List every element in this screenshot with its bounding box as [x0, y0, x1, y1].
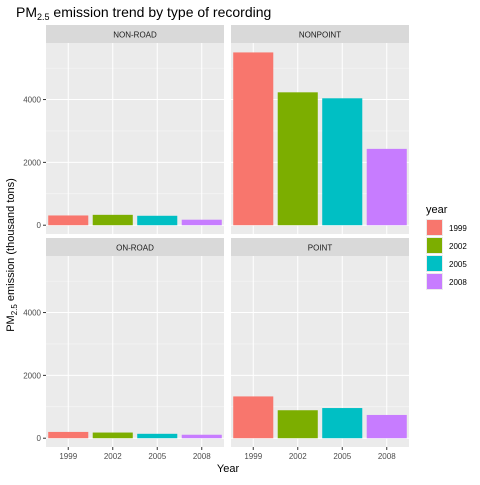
legend-label: 2008 [449, 278, 467, 287]
bar-non-road-2008 [181, 219, 222, 226]
y-tick-label: 4000 [23, 309, 41, 318]
bar-on-road-2005 [137, 433, 178, 439]
chart-title: PM2.5 emission trend by type of recordin… [16, 4, 271, 22]
bar-non-road-2002 [92, 214, 133, 226]
x-tick-label: 2002 [289, 452, 307, 461]
bar-nonpoint-1999 [233, 52, 274, 226]
legend-label: 1999 [449, 224, 467, 233]
y-tick-label: 2000 [23, 371, 41, 380]
facet-panel: NONPOINT [231, 25, 409, 234]
x-tick-label: 2005 [148, 452, 166, 461]
legend-swatch [427, 238, 442, 253]
bar-point-1999 [233, 396, 274, 439]
x-tick-label: 2008 [378, 452, 396, 461]
legend-swatch [427, 220, 442, 235]
facet-strip-label: NON-ROAD [113, 31, 157, 40]
bar-nonpoint-2002 [277, 92, 318, 226]
legend-title: year [426, 204, 448, 216]
facet-strip-label: ON-ROAD [116, 244, 154, 253]
bar-non-road-2005 [137, 215, 178, 226]
panel-background [46, 43, 224, 234]
legend-swatch [427, 274, 442, 289]
legend-swatch [427, 256, 442, 271]
legend-item: 2002 [426, 237, 467, 254]
facet-strip [46, 238, 224, 256]
panel-background [46, 256, 224, 447]
bar-point-2005 [322, 408, 363, 439]
facet-strip-label: NONPOINT [299, 31, 341, 40]
bar-nonpoint-2008 [366, 148, 407, 226]
y-tick-label: 2000 [23, 158, 41, 167]
legend-label: 2005 [449, 260, 467, 269]
x-tick-label: 1999 [59, 452, 77, 461]
x-tick-label: 2005 [333, 452, 351, 461]
facet-strip [231, 238, 409, 256]
y-tick-label: 0 [37, 221, 42, 230]
y-axis: 0 2000 4000 0 2000 4000 [23, 96, 46, 443]
y-tick-label: 4000 [23, 96, 41, 105]
x-tick-label: 2002 [104, 452, 122, 461]
legend-item: 2005 [426, 255, 467, 272]
y-axis-label: PM2.5 emission (thousand tons) [5, 178, 19, 332]
y-tick-label: 0 [37, 434, 42, 443]
x-tick-label: 2008 [193, 452, 211, 461]
bar-on-road-1999 [48, 431, 89, 439]
bar-point-2008 [366, 414, 407, 439]
facet-panel: NON-ROAD [46, 25, 224, 234]
bar-on-road-2002 [92, 432, 133, 439]
facet-strip-label: POINT [308, 244, 333, 253]
x-axis-label: Year [217, 463, 240, 475]
facet-strip [231, 25, 409, 43]
facet-strip [46, 25, 224, 43]
legend-label: 2002 [449, 242, 467, 251]
x-tick-label: 1999 [244, 452, 262, 461]
facet-panels: NON-ROAD NONPOINT ON-ROAD POINT [46, 25, 409, 447]
bar-point-2002 [277, 410, 318, 439]
bar-nonpoint-2005 [322, 98, 363, 226]
legend-item: 2008 [426, 273, 467, 290]
bar-on-road-2008 [181, 434, 222, 439]
facet-panel: ON-ROAD [46, 238, 224, 447]
bar-non-road-1999 [48, 215, 89, 226]
facet-panel: POINT [231, 238, 409, 447]
legend-item: 1999 [426, 219, 467, 236]
x-axis: 1999 2002 2005 2008 1999 2002 2005 2008 [59, 447, 396, 461]
